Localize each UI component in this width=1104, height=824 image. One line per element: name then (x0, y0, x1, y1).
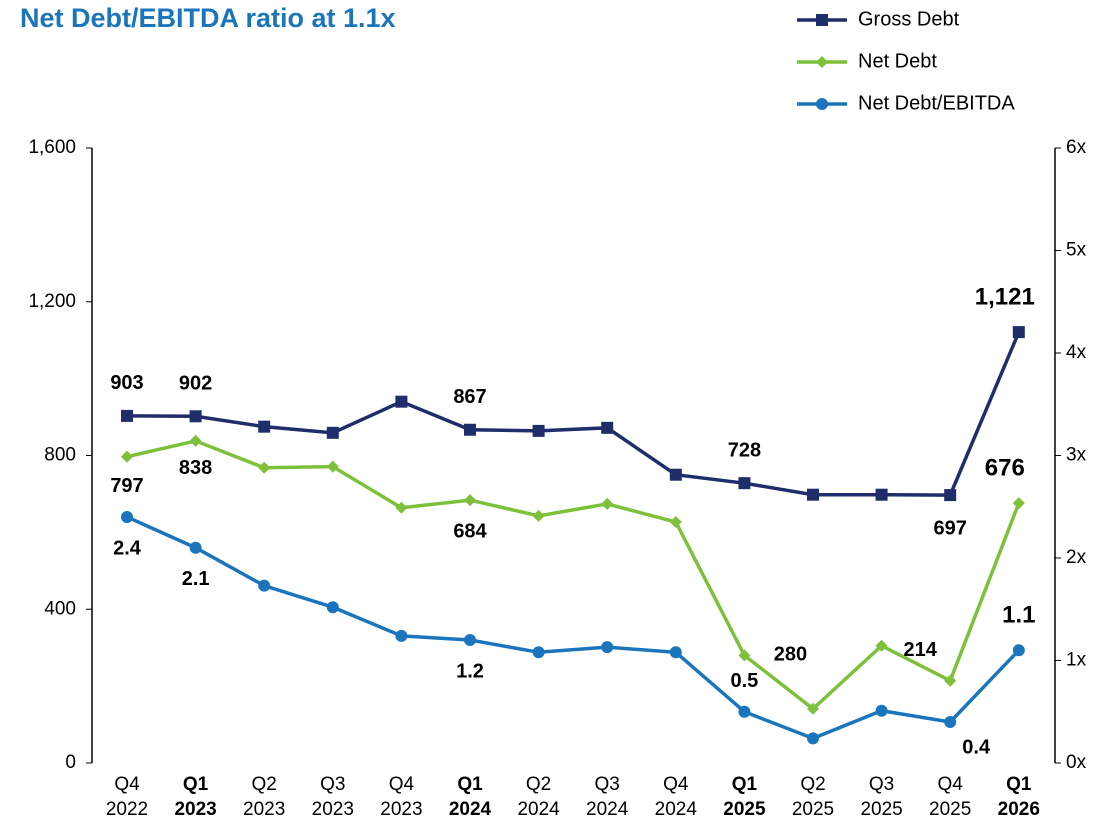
point (189, 541, 202, 554)
data-label: 1,121 (975, 283, 1035, 310)
y2-tick-label: 4x (1066, 342, 1087, 363)
point (464, 634, 476, 646)
x-tick-label: Q1 2025 (723, 774, 766, 820)
x-tick-label: Q1 2024 (448, 774, 492, 820)
point (395, 629, 408, 642)
point (121, 511, 133, 523)
data-label: 1.2 (456, 660, 484, 682)
x-tick-label: Q3 2024 (586, 774, 629, 820)
point (258, 420, 271, 433)
point (807, 702, 819, 715)
point (738, 477, 751, 490)
y-tick-label: 800 (44, 445, 76, 466)
data-label: 2.1 (182, 568, 210, 590)
point (875, 639, 888, 652)
data-label: 728 (728, 439, 761, 461)
y2-tick-label: 6x (1066, 137, 1087, 158)
y2-tick-label: 3x (1066, 445, 1087, 466)
point (807, 732, 819, 745)
x-tick-label: Q2 2024 (517, 774, 560, 820)
line (126, 439, 1021, 712)
x-tick-label: Q4 2024 (654, 774, 697, 820)
data-label: 214 (904, 639, 938, 661)
legend-marker (816, 14, 828, 26)
point (532, 646, 545, 659)
legend-marker (816, 56, 828, 68)
point (326, 426, 339, 439)
y2-tick-label: 5x (1066, 240, 1087, 261)
point (875, 488, 888, 501)
point (326, 460, 339, 473)
point (464, 423, 476, 436)
data-label: 2.4 (113, 537, 142, 559)
data-label: 1.1 (1002, 602, 1035, 629)
point (395, 395, 408, 408)
point (121, 409, 133, 422)
point (601, 421, 614, 434)
y2-tick-label: 1x (1066, 650, 1087, 671)
x-tick-label: Q2 2025 (791, 774, 835, 820)
point (258, 579, 271, 592)
point (1012, 326, 1025, 339)
point (669, 468, 682, 481)
data-label: 0.4 (962, 736, 991, 758)
x-tick-label: Q4 2025 (929, 774, 972, 820)
point (121, 450, 133, 463)
point (944, 716, 957, 728)
y-tick-label: 1,200 (28, 291, 76, 312)
point (189, 434, 202, 447)
x-tick-label: Q1 2023 (174, 774, 217, 820)
legend-marker (816, 98, 828, 110)
data-label: 280 (774, 644, 807, 666)
x-tick-label: Q4 2022 (105, 774, 149, 820)
point (189, 410, 202, 423)
point (532, 509, 545, 522)
point (875, 704, 888, 717)
y-tick-label: 0 (65, 752, 76, 773)
point (738, 705, 751, 718)
legend-label: Gross Debt (858, 8, 960, 30)
x-tick-label: Q3 2025 (860, 774, 903, 820)
point (1012, 644, 1025, 657)
point (669, 515, 682, 528)
line (126, 331, 1021, 497)
point (464, 494, 476, 507)
point (944, 674, 957, 687)
data-label: 838 (179, 457, 212, 479)
data-label: 697 (934, 517, 967, 539)
legend-label: Net Debt (858, 50, 937, 72)
data-label: 684 (453, 520, 487, 542)
point (669, 646, 682, 659)
y-tick-label: 1,600 (28, 137, 76, 158)
x-tick-label: Q1 2026 (997, 774, 1040, 820)
legend-label: Net Debt/EBITDA (858, 92, 1015, 114)
point (258, 461, 271, 474)
point (601, 497, 614, 510)
point (807, 488, 819, 501)
point (326, 601, 339, 614)
point (532, 424, 545, 437)
x-tick-label: Q3 2023 (311, 774, 354, 820)
data-label: 676 (985, 455, 1025, 482)
y2-tick-label: 0x (1066, 752, 1087, 773)
x-tick-label: Q4 2023 (380, 774, 423, 820)
y-tick-label: 400 (44, 598, 76, 619)
line (126, 515, 1021, 741)
point (395, 501, 408, 514)
point (1012, 497, 1025, 510)
data-label: 903 (110, 372, 143, 394)
point (601, 641, 614, 654)
data-label: 902 (179, 373, 212, 395)
data-label: 867 (453, 386, 486, 408)
x-tick-label: Q2 2023 (243, 774, 286, 820)
chart-title: Net Debt/EBITDA ratio at 1.1x (20, 3, 396, 33)
point (738, 649, 751, 662)
y2-tick-label: 2x (1066, 547, 1087, 568)
data-label: 0.5 (730, 670, 758, 692)
point (944, 489, 957, 502)
data-label: 797 (110, 475, 143, 497)
